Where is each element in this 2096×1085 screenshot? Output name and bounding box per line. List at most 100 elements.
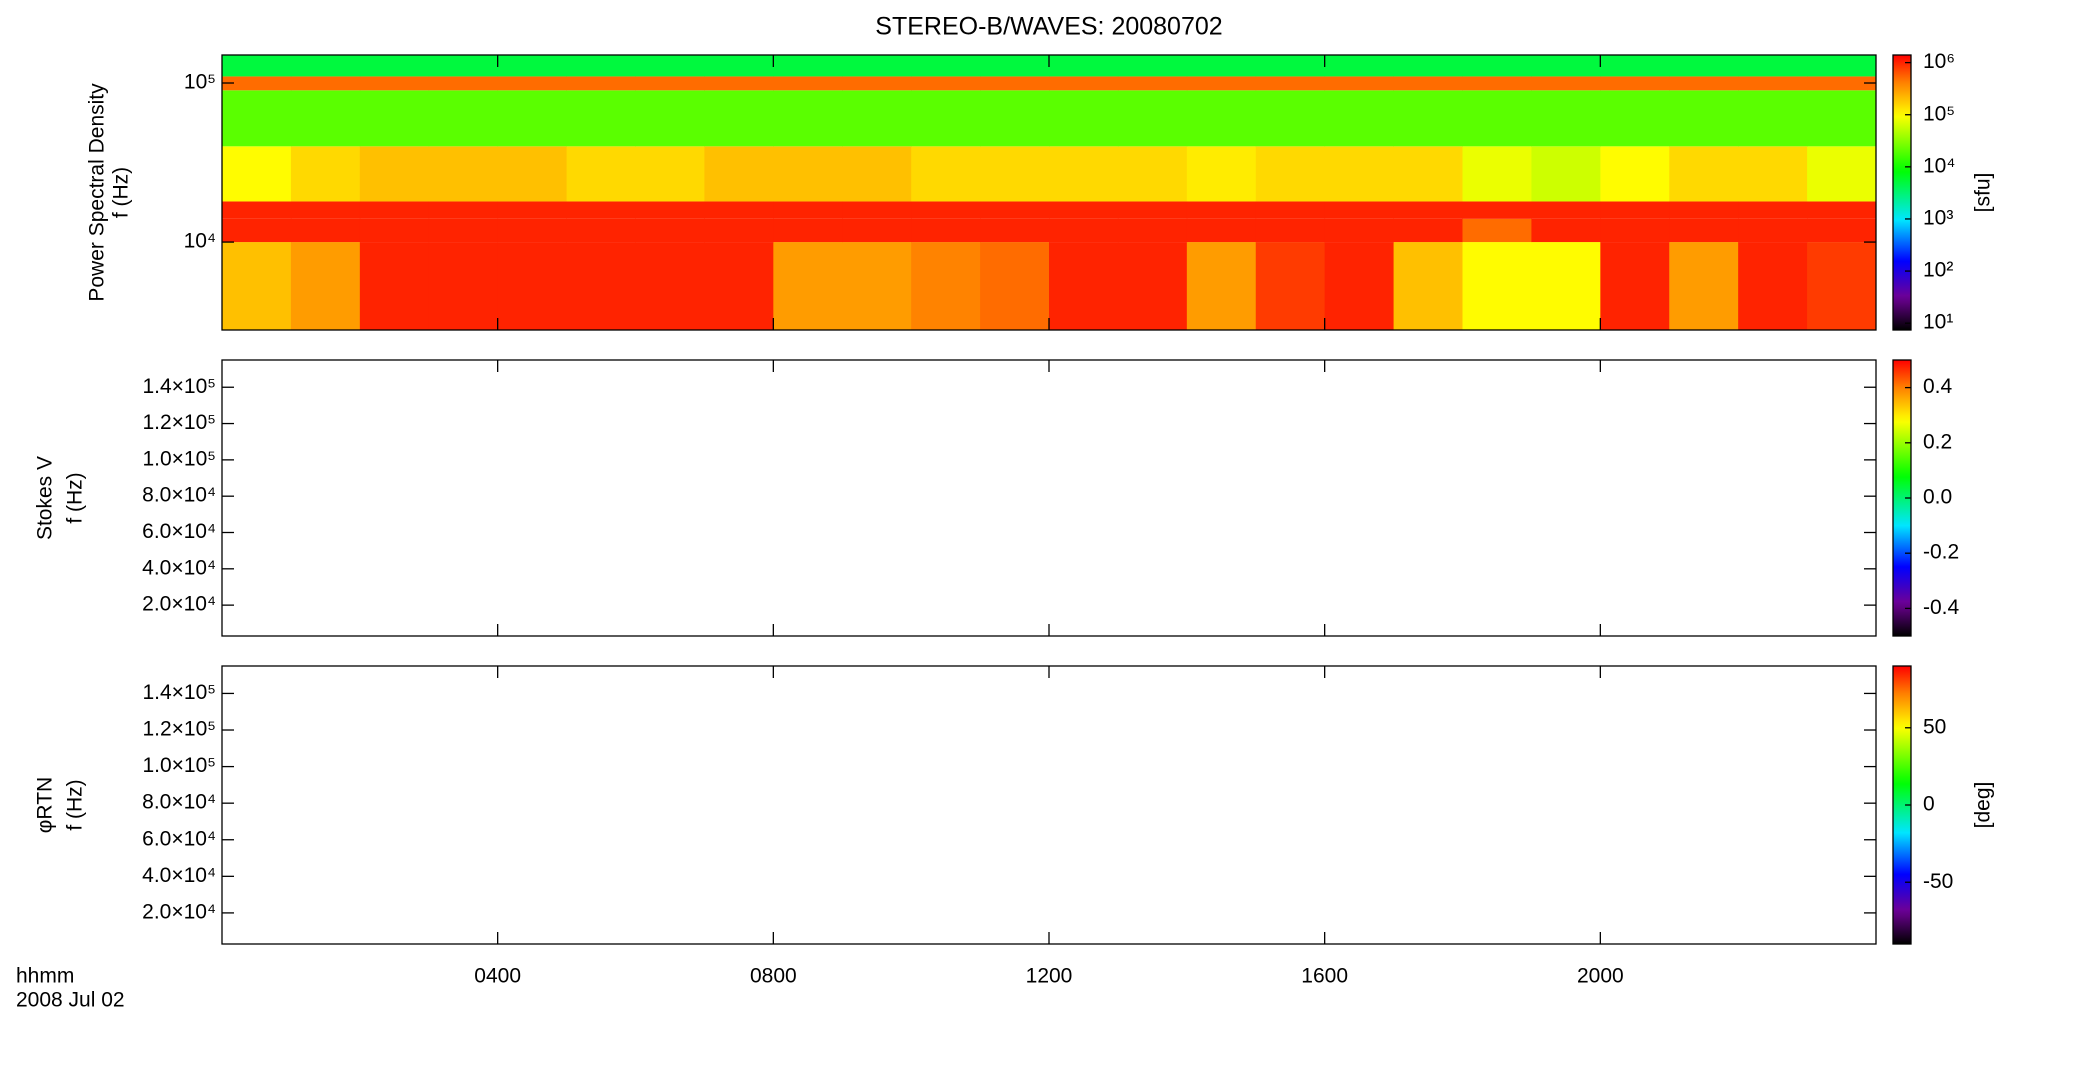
heatmap-cell — [842, 76, 912, 91]
heatmap-cell — [497, 218, 567, 243]
heatmap-cell — [1738, 201, 1808, 219]
heatmap-cell — [1393, 146, 1463, 202]
y-tick-label: 1.4×10⁵ — [142, 681, 216, 704]
heatmap-cell — [911, 55, 981, 77]
date-label: 2008 Jul 02 — [16, 989, 125, 1012]
heatmap-cell — [1531, 55, 1601, 77]
heatmap-cell — [1255, 242, 1326, 330]
y-tick-label: 10⁴ — [184, 230, 216, 253]
heatmap-cell — [842, 90, 912, 147]
heatmap-cell — [1600, 90, 1670, 147]
heatmap-cell — [1669, 90, 1739, 147]
heatmap-cell — [1117, 201, 1188, 219]
heatmap-cell — [980, 146, 1050, 202]
heatmap-cell — [1462, 90, 1532, 147]
heatmap-cell — [1324, 55, 1394, 77]
heatmap-cell — [704, 76, 774, 91]
heatmap-cell — [1531, 146, 1601, 202]
x-tick-label: 1200 — [1026, 965, 1073, 988]
heatmap-cell — [1186, 55, 1257, 77]
heatmap-cell — [1324, 90, 1394, 147]
colorbar-tick-label: 10³ — [1923, 207, 1953, 230]
heatmap-cell — [1531, 76, 1601, 91]
heatmap-cell — [842, 146, 912, 202]
heatmap-cell — [1117, 242, 1188, 330]
colorbar — [1892, 54, 1912, 331]
heatmap-cell — [290, 218, 361, 243]
heatmap-cell — [1738, 55, 1808, 77]
heatmap-cell — [1669, 76, 1739, 91]
y-axis-label: f (Hz) — [64, 472, 87, 523]
heatmap-cell — [497, 242, 567, 330]
y-tick-label: 2.0×10⁴ — [142, 593, 216, 616]
heatmap-cell — [290, 55, 361, 77]
heatmap-cell — [1255, 55, 1326, 77]
heatmap-cell — [428, 146, 499, 202]
heatmap-cell — [566, 201, 636, 219]
heatmap-cell — [566, 146, 636, 202]
heatmap-cell — [1531, 242, 1601, 330]
heatmap-cell — [566, 76, 636, 91]
heatmap-cell — [911, 201, 981, 219]
heatmap-cell — [359, 76, 430, 91]
heatmap-cell — [1255, 90, 1326, 147]
heatmap-cell — [704, 146, 774, 202]
heatmap-cell — [704, 218, 774, 243]
heatmap-cell — [704, 242, 774, 330]
colorbar-label: [sfu] — [1972, 173, 1995, 213]
heatmap-cell — [1807, 55, 1876, 77]
heatmap-cell — [1738, 76, 1808, 91]
heatmap-cell — [1049, 218, 1119, 243]
heatmap-cell — [773, 76, 843, 91]
y-tick-label: 1.2×10⁵ — [142, 718, 216, 741]
heatmap-cell — [428, 90, 499, 147]
heatmap-cell — [566, 55, 636, 77]
heatmap-cell — [980, 76, 1050, 91]
heatmap-cell — [1462, 55, 1532, 77]
heatmap-cell — [1807, 146, 1876, 202]
colorbar-tick-label: -0.2 — [1923, 541, 1959, 564]
heatmap-cell — [1669, 201, 1739, 219]
plot-area — [222, 55, 1876, 330]
heatmap-cell — [773, 146, 843, 202]
heatmap-cell — [359, 55, 430, 77]
x-tick-label: 0400 — [474, 965, 521, 988]
heatmap-cell — [497, 76, 567, 91]
heatmap-cell — [1324, 242, 1394, 330]
heatmap-cell — [1049, 76, 1119, 91]
heatmap-cell — [1600, 201, 1670, 219]
heatmap-cell — [1117, 76, 1188, 91]
heatmap-cell — [1600, 146, 1670, 202]
heatmap-cell — [222, 90, 292, 147]
heatmap-cell — [1738, 90, 1808, 147]
heatmap-cell — [842, 242, 912, 330]
y-tick-label: 2.0×10⁴ — [142, 900, 216, 923]
heatmap-cell — [1600, 218, 1670, 243]
heatmap-cell — [1324, 146, 1394, 202]
y-tick-label: 6.0×10⁴ — [142, 520, 216, 543]
heatmap-cell — [1049, 55, 1119, 77]
heatmap-cell — [497, 90, 567, 147]
heatmap-cell — [635, 146, 705, 202]
heatmap-cell — [1049, 90, 1119, 147]
y-tick-label: 4.0×10⁴ — [142, 864, 216, 887]
heatmap-cell — [222, 76, 292, 91]
heatmap-cell — [911, 218, 981, 243]
heatmap-cell — [1738, 146, 1808, 202]
heatmap-cell — [1255, 76, 1326, 91]
heatmap-cell — [1324, 76, 1394, 91]
heatmap-cell — [980, 242, 1050, 330]
y-axis-label: φRTN — [34, 777, 57, 833]
heatmap-cell — [1600, 76, 1670, 91]
heatmap-cell — [290, 201, 361, 219]
heatmap-cell — [1186, 90, 1257, 147]
heatmap-cell — [222, 201, 292, 219]
heatmap-cell — [1462, 201, 1532, 219]
heatmap-cell — [1738, 218, 1808, 243]
heatmap-cell — [911, 242, 981, 330]
heatmap-cell — [1669, 218, 1739, 243]
heatmap-cell — [290, 90, 361, 147]
heatmap-cell — [1255, 146, 1326, 202]
heatmap-cell — [290, 242, 361, 330]
